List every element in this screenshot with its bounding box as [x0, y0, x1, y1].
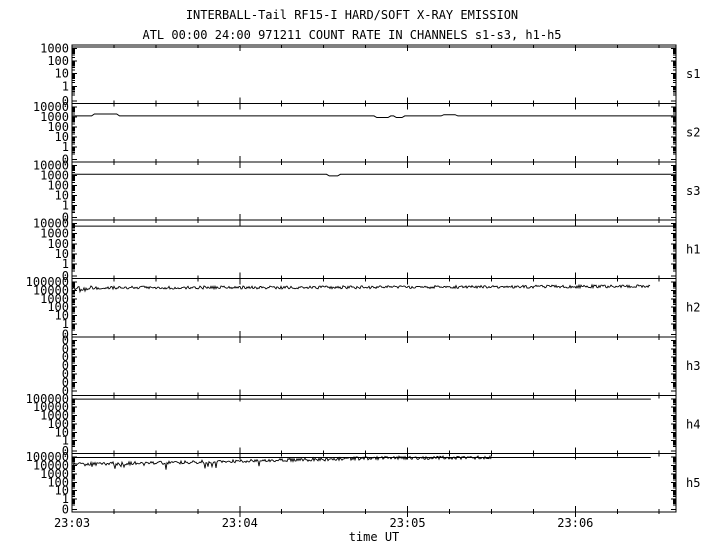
panel-label-h4: h4	[686, 417, 700, 431]
ytick-label-h4-3: 100	[47, 417, 69, 431]
ytick-label-h5-3: 100	[47, 475, 69, 489]
ytick-label-h2-5: 1	[62, 317, 69, 331]
ytick-label-h1-1: 1000	[40, 227, 69, 241]
ytick-label-h2-0: 100000	[26, 275, 69, 289]
ytick-label-h3-1: 0	[62, 342, 69, 356]
ytick-label-s3-2: 100	[47, 178, 69, 192]
x-axis-title: time UT	[349, 530, 400, 544]
plot-body: 10001001010s11000010001001010s2100001000…	[26, 42, 701, 531]
ytick-label-h3-2: 0	[62, 350, 69, 364]
panel-h5	[71, 453, 677, 513]
panel-label-h1: h1	[686, 242, 700, 256]
ytick-label-h3-0: 0	[62, 333, 69, 347]
xtick-label-2: 23:05	[389, 516, 425, 530]
ytick-label-s2-4: 1	[62, 140, 69, 154]
ytick-label-s2-2: 100	[47, 120, 69, 134]
ytick-label-h4-4: 10	[55, 425, 69, 439]
ytick-label-s2-3: 10	[55, 130, 69, 144]
ytick-label-h4-0: 100000	[26, 392, 69, 406]
ytick-label-h4-1: 10000	[33, 400, 69, 414]
ytick-label-h3-4: 0	[62, 367, 69, 381]
panel-label-s1: s1	[686, 67, 700, 81]
ytick-label-s3-1: 1000	[40, 168, 69, 182]
ytick-label-h5-0: 100000	[26, 450, 69, 464]
ytick-label-h5-2: 1000	[40, 467, 69, 481]
ytick-label-h4-5: 1	[62, 434, 69, 448]
ytick-label-h5-4: 10	[55, 484, 69, 498]
panel-label-h5: h5	[686, 476, 700, 490]
ytick-label-s3-3: 10	[55, 188, 69, 202]
ytick-label-h5-5: 1	[62, 492, 69, 506]
ytick-label-s3-0: 10000	[33, 158, 69, 172]
panel-h4	[71, 394, 677, 455]
trace-s3	[72, 173, 676, 177]
panel-h1	[71, 219, 677, 279]
ytick-label-h2-2: 1000	[40, 292, 69, 306]
panel-label-s2: s2	[686, 126, 700, 140]
ytick-label-h3-6: 0	[62, 384, 69, 398]
ytick-label-h1-2: 100	[47, 237, 69, 251]
panel-label-h2: h2	[686, 301, 700, 315]
ytick-label-s2-0: 10000	[33, 100, 69, 114]
ytick-label-h4-6: 0	[62, 444, 69, 458]
ytick-label-s3-5: 0	[62, 211, 69, 225]
trace-h5-1	[71, 454, 492, 470]
panel-label-s3: s3	[686, 184, 700, 198]
panel-s2	[71, 102, 677, 163]
panel-s1	[71, 44, 677, 104]
ytick-label-s2-5: 0	[62, 152, 69, 166]
panel-label-h3: h3	[686, 359, 700, 373]
ytick-label-h4-2: 1000	[40, 409, 69, 423]
plot-title: INTERBALL-Tail RF15-I HARD/SOFT X-RAY EM…	[186, 8, 518, 22]
ytick-label-h3-3: 0	[62, 359, 69, 373]
xtick-label-1: 23:04	[222, 516, 258, 530]
ytick-label-s2-1: 1000	[40, 110, 69, 124]
ytick-label-h1-3: 10	[55, 247, 69, 261]
ytick-label-s1-3: 1	[62, 79, 69, 93]
ytick-label-s1-4: 0	[62, 94, 69, 108]
panel-s3	[71, 161, 677, 221]
ytick-label-h5-1: 10000	[33, 459, 69, 473]
xtick-label-0: 23:03	[54, 516, 90, 530]
xtick-label-3: 23:06	[557, 516, 593, 530]
trace-h2	[71, 283, 651, 294]
ytick-label-s1-1: 100	[47, 54, 69, 68]
ytick-label-h1-4: 1	[62, 257, 69, 271]
ytick-label-h3-5: 0	[62, 375, 69, 389]
ytick-label-s1-2: 10	[55, 67, 69, 81]
trace-s2	[72, 113, 676, 118]
ytick-label-h1-0: 10000	[33, 217, 69, 231]
ytick-label-h5-6: 0	[62, 503, 69, 517]
ytick-label-h2-4: 10	[55, 309, 69, 323]
ytick-label-h1-5: 0	[62, 269, 69, 283]
ytick-label-h2-1: 10000	[33, 283, 69, 297]
ytick-label-s1-0: 1000	[40, 42, 69, 56]
panel-h3	[71, 336, 677, 396]
plot-subtitle: ATL 00:00 24:00 971211 COUNT RATE IN CHA…	[142, 28, 561, 42]
ytick-label-h2-6: 0	[62, 327, 69, 341]
ytick-label-h2-3: 100	[47, 300, 69, 314]
ytick-label-s3-4: 1	[62, 199, 69, 213]
